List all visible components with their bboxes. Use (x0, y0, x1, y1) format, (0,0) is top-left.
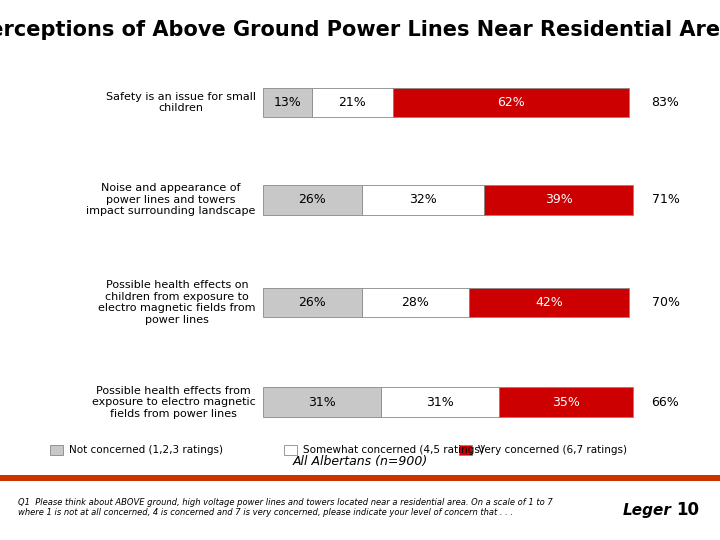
Bar (392, 87, 629, 117)
Text: 35%: 35% (552, 396, 580, 409)
Text: 71%: 71% (652, 193, 680, 206)
Text: Somewhat concerned (4,5 ratings): Somewhat concerned (4,5 ratings) (303, 445, 484, 455)
Bar (263, 388, 381, 417)
Bar (263, 185, 362, 214)
Text: 13%: 13% (274, 96, 302, 109)
Text: Noise and appearance of
power lines and towers
impact surrounding landscape: Noise and appearance of power lines and … (86, 183, 256, 217)
Text: 31%: 31% (308, 396, 336, 409)
Text: All Albertans (n=900): All Albertans (n=900) (292, 455, 428, 468)
Bar (263, 287, 362, 317)
Text: 42%: 42% (535, 296, 563, 309)
Text: Not concerned (1,2,3 ratings): Not concerned (1,2,3 ratings) (69, 445, 223, 455)
Bar (50, 445, 63, 455)
Text: Possible health effects from
exposure to electro magnetic
fields from power line: Possible health effects from exposure to… (92, 386, 256, 419)
Text: 26%: 26% (299, 296, 326, 309)
Text: Perceptions of Above Ground Power Lines Near Residential Areas: Perceptions of Above Ground Power Lines … (0, 19, 720, 40)
Text: Leger: Leger (623, 503, 672, 518)
Bar (284, 445, 297, 455)
Bar (312, 87, 392, 117)
Bar (469, 287, 629, 317)
Text: 32%: 32% (409, 193, 437, 206)
Bar (459, 445, 472, 455)
Bar (362, 287, 469, 317)
Text: Possible health effects on
children from exposure to
electro magnetic fields fro: Possible health effects on children from… (98, 280, 256, 325)
Text: 28%: 28% (402, 296, 429, 309)
Text: 66%: 66% (652, 396, 680, 409)
Bar (381, 388, 500, 417)
Text: 83%: 83% (652, 96, 680, 109)
Text: 26%: 26% (299, 193, 326, 206)
Bar (0, 475, 720, 481)
Text: 21%: 21% (338, 96, 366, 109)
Text: Safety is an issue for small
children: Safety is an issue for small children (106, 92, 256, 113)
Bar (500, 388, 633, 417)
Text: 70%: 70% (652, 296, 680, 309)
Bar (484, 185, 633, 214)
Text: 62%: 62% (497, 96, 525, 109)
Bar (362, 185, 484, 214)
Text: Q1  Please think about ABOVE ground, high voltage power lines and towers located: Q1 Please think about ABOVE ground, high… (18, 498, 553, 517)
Text: 31%: 31% (426, 396, 454, 409)
Bar (263, 87, 312, 117)
Text: 39%: 39% (544, 193, 572, 206)
Text: Very concerned (6,7 ratings): Very concerned (6,7 ratings) (478, 445, 627, 455)
Text: 10: 10 (676, 501, 699, 519)
